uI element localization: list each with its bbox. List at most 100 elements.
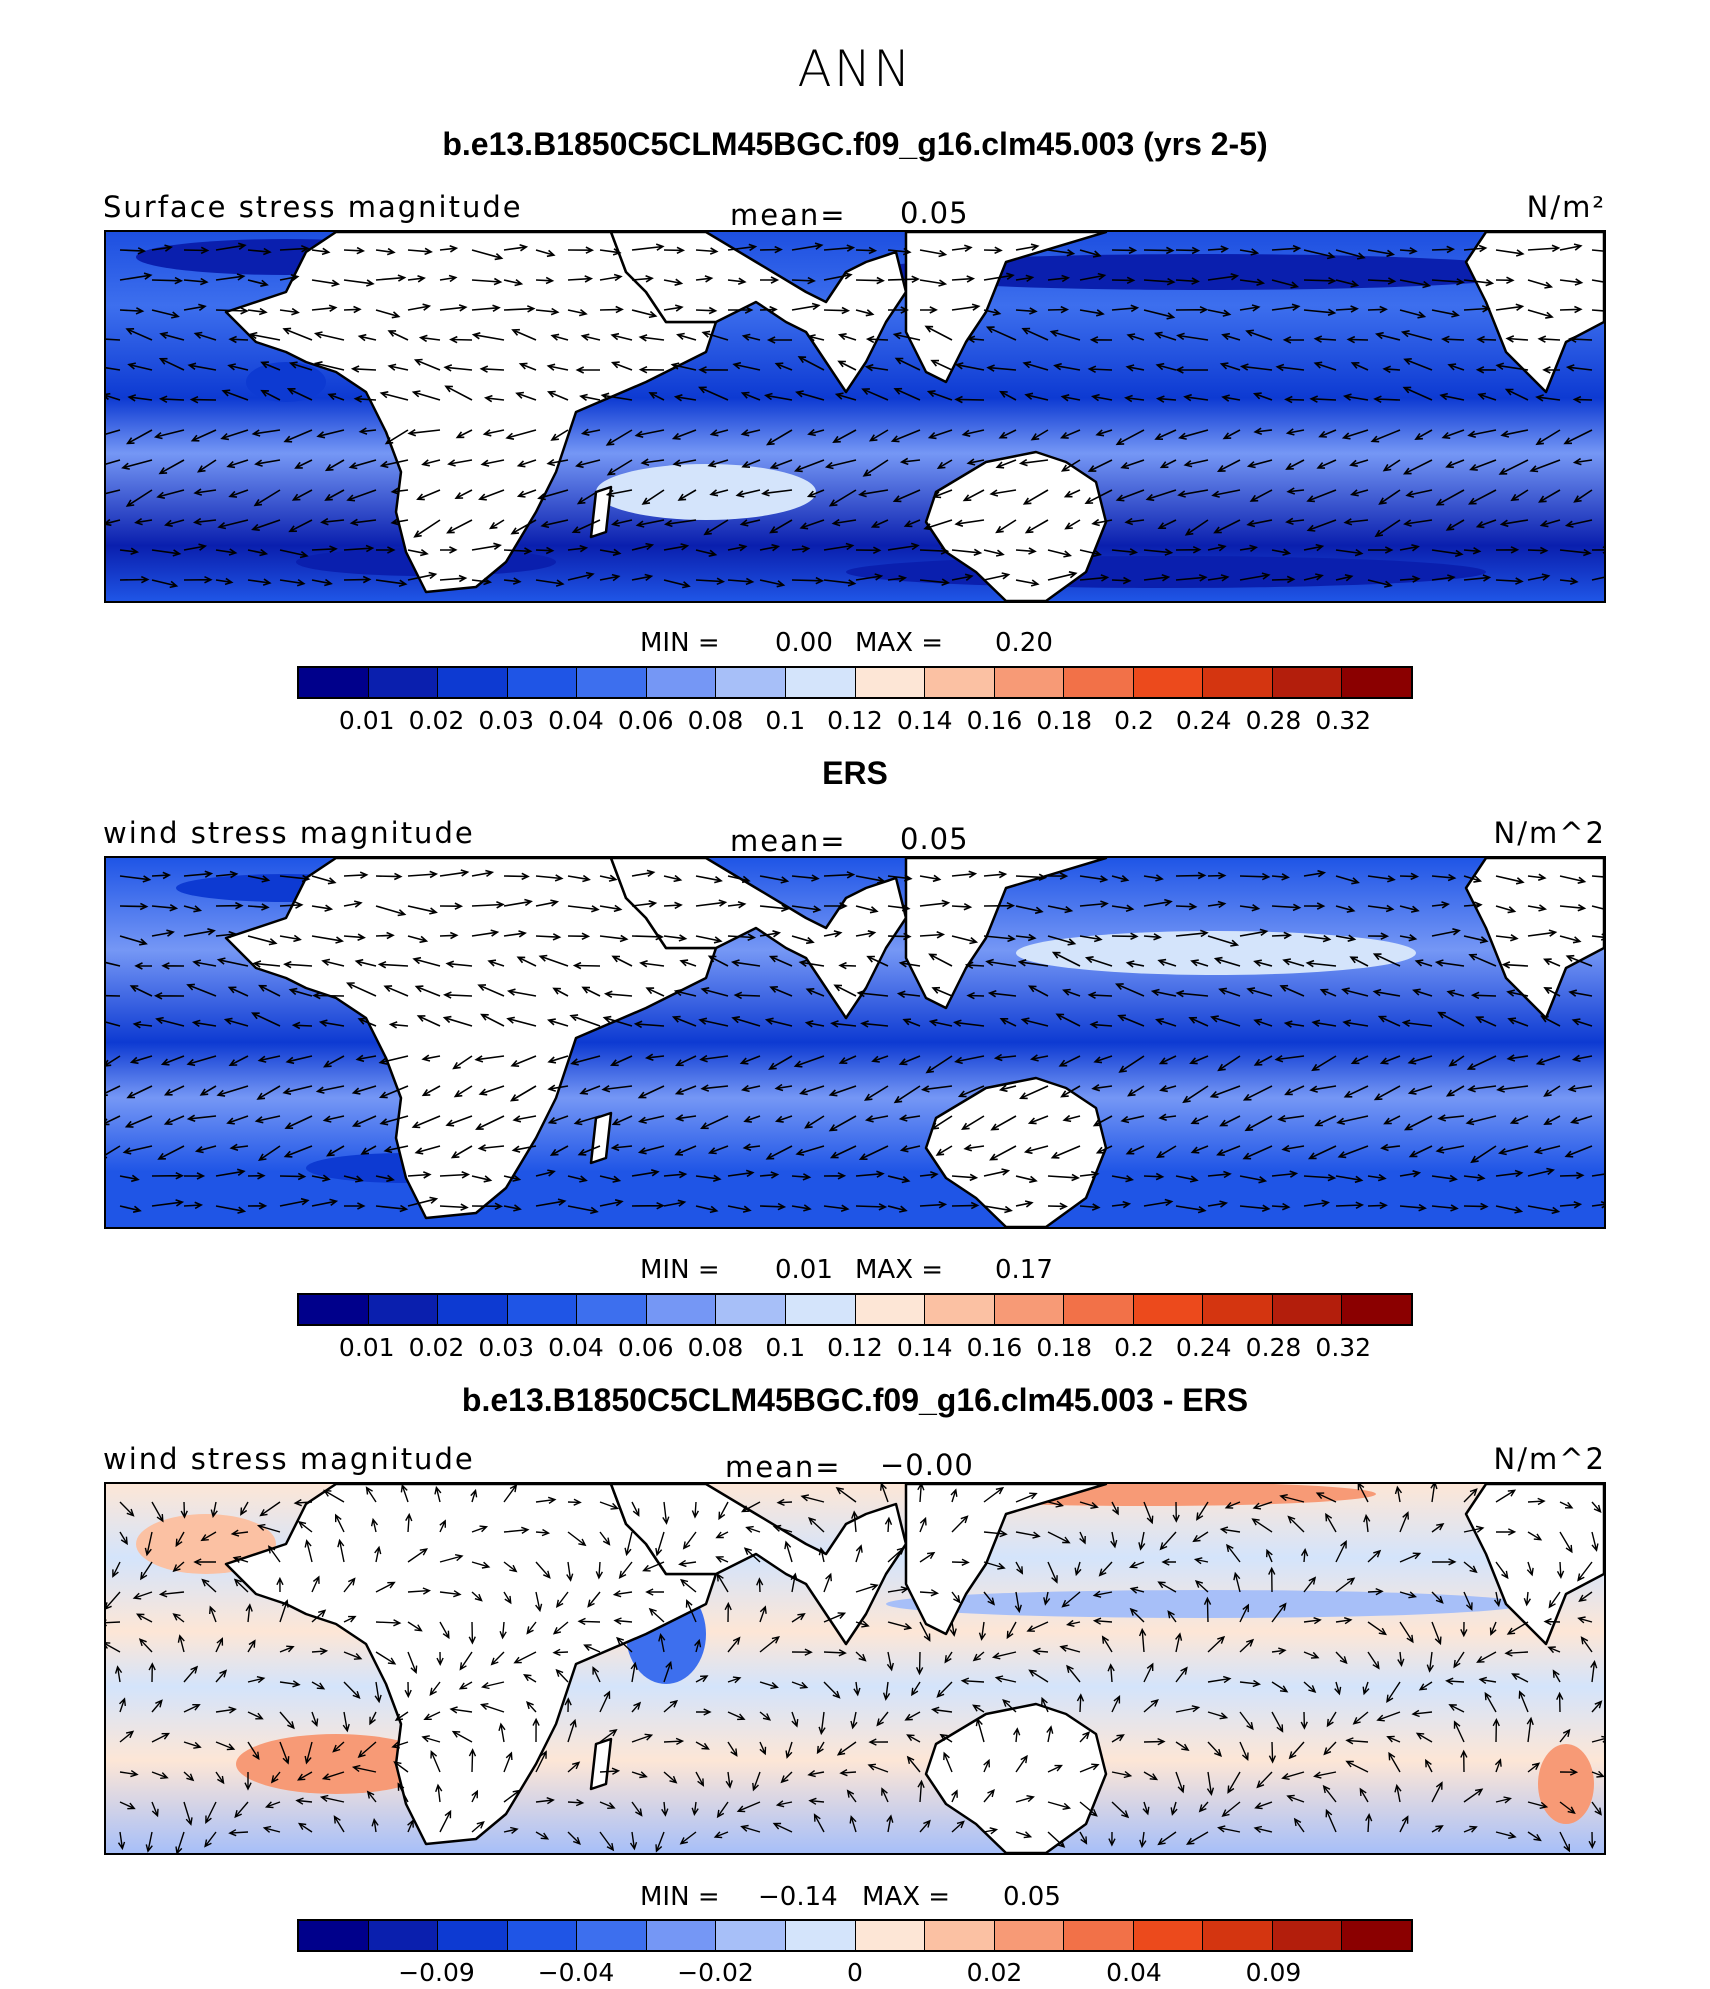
wind-vector-arrow	[1239, 1741, 1249, 1761]
wind-vector-arrow	[1430, 1484, 1438, 1503]
wind-vector-arrow	[1303, 1617, 1322, 1625]
wind-vector-arrow	[1494, 1758, 1502, 1773]
wind-vector-arrow	[679, 1578, 697, 1593]
wind-vector-arrow	[884, 1516, 893, 1533]
wind-vector-arrow	[138, 1638, 153, 1653]
wind-vector-arrow	[1431, 1591, 1444, 1604]
wind-vector-arrow	[1335, 548, 1364, 557]
colorbar-tick-label: 0.04	[548, 706, 604, 735]
wind-vector-arrow	[799, 519, 825, 530]
wind-vector-arrow	[573, 1115, 601, 1126]
wind-vector-arrow	[1527, 1167, 1555, 1177]
wind-vector-arrow	[1167, 1610, 1177, 1623]
wind-vector-arrow	[1434, 959, 1465, 967]
wind-vector-arrow	[439, 1203, 469, 1211]
wind-vector-arrow	[478, 489, 505, 501]
wind-vector-arrow	[335, 1513, 345, 1533]
wind-vector-arrow	[1239, 248, 1260, 256]
wind-vector-arrow	[1559, 875, 1587, 884]
wind-vector-arrow	[637, 1085, 665, 1099]
wind-vector-arrow	[1350, 489, 1369, 497]
wind-vector-arrow	[474, 1055, 505, 1063]
wind-vector-arrow	[1539, 519, 1561, 528]
wind-vector-arrow	[245, 1603, 253, 1623]
wind-vector-arrow	[1239, 304, 1261, 312]
wind-vector-arrow	[407, 1548, 429, 1563]
wind-vector-arrow	[1399, 934, 1418, 942]
wind-vector-arrow	[1275, 363, 1305, 372]
wind-vector-arrow	[106, 1055, 121, 1067]
wind-vector-arrow	[407, 1819, 414, 1833]
wind-vector-arrow	[631, 275, 654, 283]
wind-vector-arrow	[256, 1523, 281, 1533]
wind-vector-arrow	[326, 1145, 345, 1157]
wind-vector-arrow	[631, 932, 664, 941]
wind-vector-arrow	[1175, 545, 1202, 554]
wind-vector-arrow	[691, 1801, 699, 1816]
wind-vector-arrow	[637, 1115, 665, 1124]
wind-vector-arrow	[1189, 1055, 1209, 1065]
colorbar-swatch	[716, 1295, 786, 1324]
panel-2-mean-label: mean=	[730, 824, 847, 858]
wind-vector-arrow	[1108, 1831, 1116, 1847]
wind-vector-arrow	[370, 1517, 379, 1533]
wind-vector-arrow	[951, 1173, 979, 1182]
wind-vector-arrow	[963, 1144, 985, 1152]
wind-vector-arrow	[322, 1055, 345, 1068]
wind-vector-arrow	[730, 959, 761, 967]
wind-vector-arrow	[1239, 1603, 1250, 1623]
wind-vector-arrow	[1431, 1558, 1457, 1566]
wind-vector-arrow	[156, 489, 185, 499]
wind-vector-arrow	[343, 305, 362, 314]
wind-vector-arrow	[1043, 1591, 1051, 1606]
wind-vector-arrow	[1489, 1621, 1497, 1636]
wind-vector-arrow	[430, 1750, 441, 1773]
wind-vector-arrow	[247, 1741, 260, 1761]
wind-vector-arrow	[1463, 1825, 1478, 1833]
wind-vector-arrow	[1002, 1698, 1017, 1713]
wind-vector-arrow	[567, 308, 588, 317]
wind-vector-arrow	[183, 575, 213, 584]
wind-vector-arrow	[1466, 1055, 1497, 1070]
wind-vector-arrow	[477, 984, 505, 997]
wind-vector-arrow	[106, 1591, 121, 1610]
wind-vector-arrow	[1047, 274, 1071, 283]
wind-vector-arrow	[1143, 1198, 1174, 1207]
wind-vector-arrow	[1175, 246, 1201, 255]
wind-vector-arrow	[1527, 309, 1554, 319]
wind-vector-arrow	[917, 1779, 925, 1803]
wind-vector-arrow	[1495, 276, 1515, 285]
wind-vector-arrow	[1431, 278, 1465, 286]
wind-vector-arrow	[1249, 489, 1273, 502]
wind-vector-arrow	[1111, 1200, 1132, 1209]
wind-vector-arrow	[1559, 935, 1582, 944]
wind-vector-arrow	[459, 1651, 473, 1671]
wind-vector-arrow	[1467, 1085, 1497, 1093]
wind-vector-arrow	[694, 1638, 702, 1653]
wind-vector-arrow	[1079, 1203, 1101, 1211]
panel-1-map	[104, 230, 1606, 603]
wind-vector-arrow	[791, 242, 824, 251]
panel-2-max-value: 0.17	[995, 1255, 1053, 1285]
wind-vector-arrow	[911, 1681, 921, 1697]
wind-vector-arrow	[663, 579, 691, 589]
wind-vector-arrow	[983, 1591, 996, 1606]
wind-vector-arrow	[1372, 953, 1401, 967]
wind-vector-arrow	[1155, 1145, 1177, 1159]
colorbar-swatch	[1272, 668, 1343, 697]
wind-vector-arrow	[1386, 1681, 1401, 1704]
colorbar-swatch	[1133, 1295, 1204, 1324]
panel-2-colorbar	[297, 1293, 1413, 1326]
wind-vector-arrow	[151, 1699, 163, 1713]
wind-vector-arrow	[695, 935, 723, 944]
wind-vector-arrow	[1535, 429, 1561, 446]
wind-vector-arrow	[1591, 546, 1604, 554]
wind-vector-arrow	[503, 547, 533, 555]
wind-vector-arrow	[700, 1115, 729, 1130]
wind-vector-arrow	[707, 955, 729, 967]
wind-vector-arrow	[727, 901, 747, 909]
wind-vector-arrow	[393, 1761, 409, 1773]
wind-vector-arrow	[475, 1115, 505, 1130]
wind-vector-arrow	[1124, 517, 1145, 526]
wind-vector-arrow	[678, 1559, 697, 1568]
